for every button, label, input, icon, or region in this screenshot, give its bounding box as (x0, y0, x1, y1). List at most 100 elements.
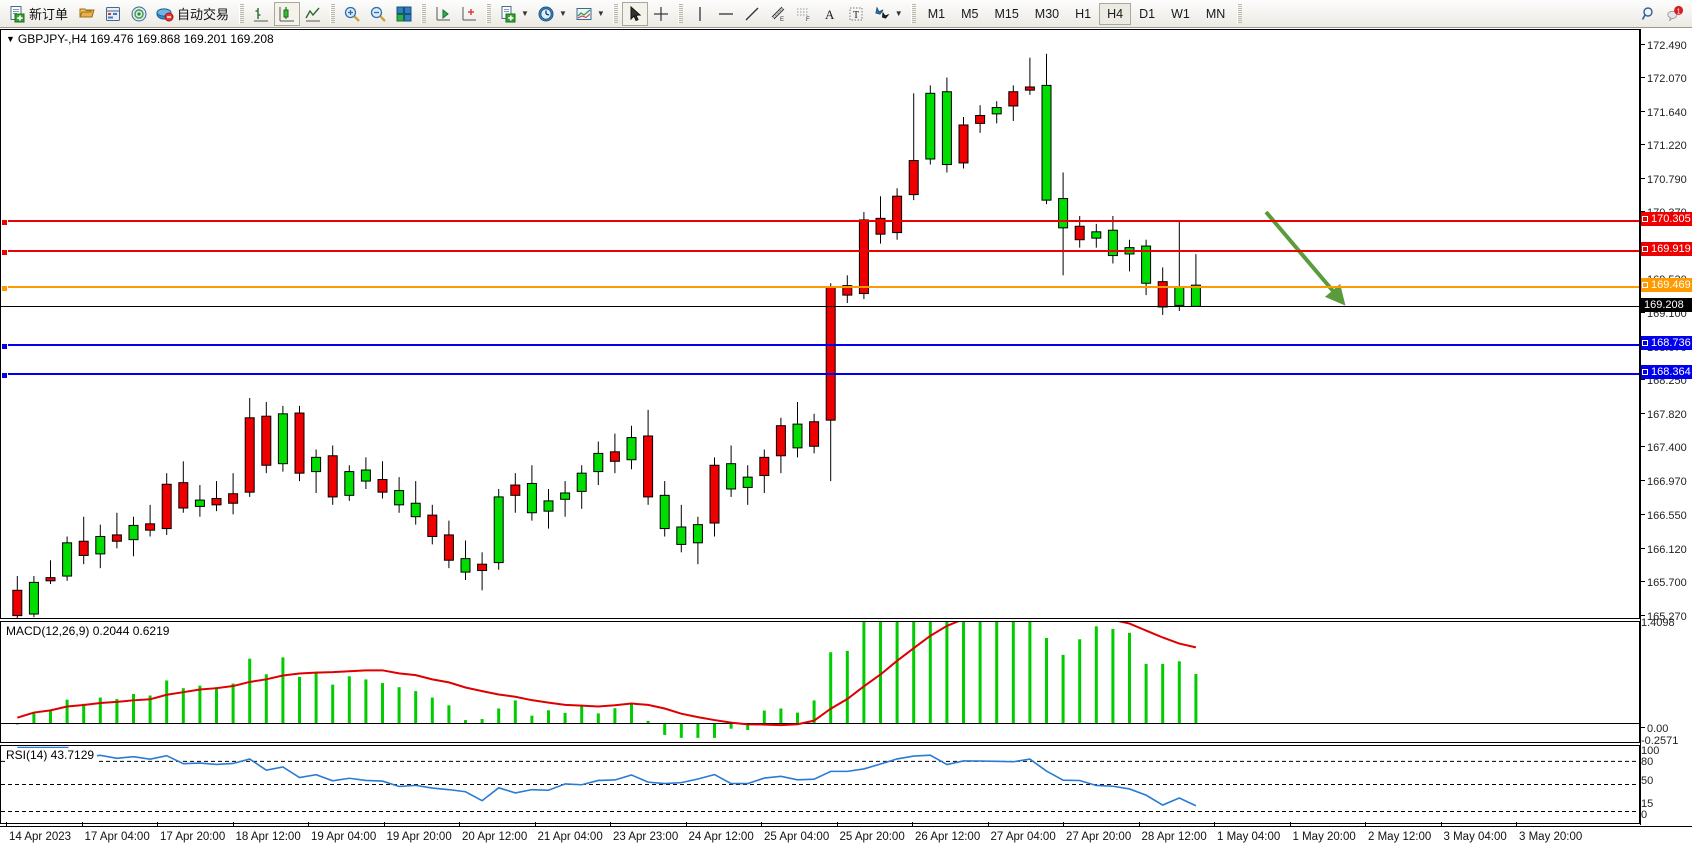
price-level-line-169-469[interactable] (1, 284, 1639, 292)
zoom-in-button[interactable] (339, 2, 365, 26)
price-tag-170-305[interactable]: 170.305 (1641, 211, 1692, 226)
market-watch-icon (106, 6, 121, 21)
price-level-line-169-208[interactable] (1, 306, 1639, 308)
price-axis-tick: 170.790 (1641, 175, 1692, 186)
price-level-line-170-305[interactable] (1, 218, 1639, 226)
crosshair-button[interactable] (648, 2, 674, 26)
candlestick-chart-button[interactable] (274, 1, 301, 26)
price-pane[interactable]: ▼ GBPJPY-,H4 169.476 169.868 169.201 169.… (0, 29, 1640, 619)
periods-button[interactable]: ▼ (533, 2, 571, 26)
fibonacci-icon: F (796, 8, 810, 23)
bar-chart-icon (254, 7, 269, 21)
navigator-button[interactable] (126, 2, 152, 26)
text-button[interactable]: A (817, 2, 843, 26)
time-axis-tick: 20 Apr 12:00 (462, 831, 528, 843)
toolbar-separator (677, 3, 683, 24)
chevron-down-icon[interactable]: ▼ (596, 9, 605, 18)
horizontal-line-button[interactable] (713, 2, 739, 26)
down-trend-arrow[interactable] (1, 30, 1639, 618)
shapes-button[interactable]: ▼ (869, 2, 907, 26)
new-order-label: 新订单 (29, 7, 69, 22)
time-axis-mark (1289, 822, 1291, 827)
price-tag-169-469[interactable]: 169.469 (1641, 277, 1692, 292)
timeframe-m1[interactable]: M1 (920, 3, 953, 25)
auto-trading-button[interactable]: 自动交易 (152, 2, 235, 26)
time-axis-tick: 19 Apr 04:00 (311, 831, 377, 843)
profiles-button[interactable] (74, 2, 100, 26)
price-level-anchor[interactable] (1, 284, 8, 292)
toolbar-separator (612, 3, 618, 24)
time-axis[interactable]: 14 Apr 2023 17 Apr 04:00 17 Apr 20:00 18 Ap… (0, 822, 1692, 855)
auto-scroll-button[interactable] (430, 2, 456, 26)
toolbar-separator (910, 3, 916, 24)
zoom-out-button[interactable] (365, 2, 391, 26)
timeframe-m30-label: M30 (1034, 6, 1060, 21)
zoom-in-icon (344, 6, 360, 22)
timeframe-h4[interactable]: H4 (1099, 2, 1132, 25)
timeframe-d1[interactable]: D1 (1131, 3, 1163, 25)
timeframe-w1-label: W1 (1171, 6, 1190, 21)
cursor-button[interactable] (621, 1, 648, 26)
equidistant-channel-button[interactable]: E (765, 2, 791, 26)
rsi-axis-tick: 80 (1641, 756, 1654, 768)
timeframe-h1[interactable]: H1 (1067, 3, 1099, 25)
price-axis[interactable]: 172.490 172.070 171.640 171.220 170.790 170.3… (1640, 29, 1692, 825)
price-level-anchor[interactable] (1, 218, 8, 226)
timeframe-mn[interactable]: MN (1198, 3, 1233, 25)
timeframe-m30[interactable]: M30 (1027, 3, 1067, 25)
rsi-axis-tick: 15 (1641, 798, 1654, 810)
price-level-line-169-919[interactable] (1, 249, 1639, 257)
svg-text:A: A (825, 7, 835, 22)
search-button[interactable] (1636, 2, 1662, 26)
chevron-down-icon[interactable]: ▼ (521, 9, 529, 18)
market-watch-button[interactable] (100, 2, 126, 26)
price-level-anchor[interactable] (1, 249, 8, 257)
price-level-anchor[interactable] (1, 342, 8, 350)
collapse-triangle-icon[interactable]: ▼ (6, 34, 15, 44)
timeframe-m15[interactable]: M15 (986, 3, 1026, 25)
indicators-button[interactable]: ▼ (495, 2, 533, 26)
macd-axis-tick: 1.4098 (1641, 617, 1675, 629)
trendline-icon (745, 7, 759, 20)
main-toolbar: 新订单 (0, 0, 1692, 28)
time-axis-mark (1063, 822, 1064, 827)
trendline-button[interactable] (739, 2, 765, 26)
time-axis-tick: 26 Apr 12:00 (915, 831, 981, 843)
price-tag-168-736[interactable]: 168.736 (1641, 335, 1692, 350)
time-axis-mark (1138, 822, 1140, 827)
chevron-down-icon[interactable]: ▼ (558, 9, 567, 18)
chart-shift-button[interactable] (456, 2, 482, 26)
time-axis-mark (1440, 822, 1442, 827)
timeframe-w1[interactable]: W1 (1163, 3, 1198, 25)
time-axis-mark (761, 822, 762, 827)
price-level-anchor[interactable] (1, 372, 8, 380)
price-tag-169-919[interactable]: 169.919 (1641, 242, 1692, 257)
time-axis-tick: 3 May 20:00 (1519, 831, 1583, 843)
vertical-line-button[interactable] (687, 2, 713, 26)
line-chart-button[interactable] (300, 2, 326, 26)
chevron-down-icon[interactable]: ▼ (894, 9, 903, 18)
price-level-line-168-364[interactable] (1, 372, 1639, 380)
templates-button[interactable]: ▼ (571, 2, 609, 26)
time-axis-tick: 19 Apr 20:00 (386, 831, 452, 843)
notifications-button[interactable]: 1 (1662, 2, 1688, 26)
time-axis-mark (81, 822, 83, 827)
time-axis-mark (232, 822, 234, 827)
bar-chart-button[interactable] (248, 2, 274, 26)
fibonacci-button[interactable]: F (791, 2, 817, 26)
price-tag-168-364[interactable]: 168.364 (1641, 365, 1692, 380)
price-axis-tick: 165.700 (1641, 577, 1692, 589)
rsi-plot (1, 746, 1639, 812)
price-level-line-168-736[interactable] (1, 342, 1639, 350)
text-label-button[interactable]: T (843, 2, 869, 26)
toolbar-separator (330, 3, 336, 24)
tile-windows-button[interactable] (391, 2, 417, 26)
time-axis-tick: 25 Apr 20:00 (839, 831, 905, 843)
time-axis-mark (157, 822, 158, 827)
rsi-pane[interactable]: RSI(14) 43.7129 (0, 745, 1640, 824)
chart-container[interactable]: ▼ GBPJPY-,H4 169.476 169.868 169.201 169.… (0, 29, 1692, 825)
timeframe-m5[interactable]: M5 (953, 3, 986, 25)
macd-pane[interactable]: MACD(12,26,9) 0.2044 0.6219 (0, 621, 1640, 743)
price-tag-169-208[interactable]: 169.208 (1641, 298, 1692, 313)
new-order-button[interactable]: 新订单 (4, 2, 74, 26)
